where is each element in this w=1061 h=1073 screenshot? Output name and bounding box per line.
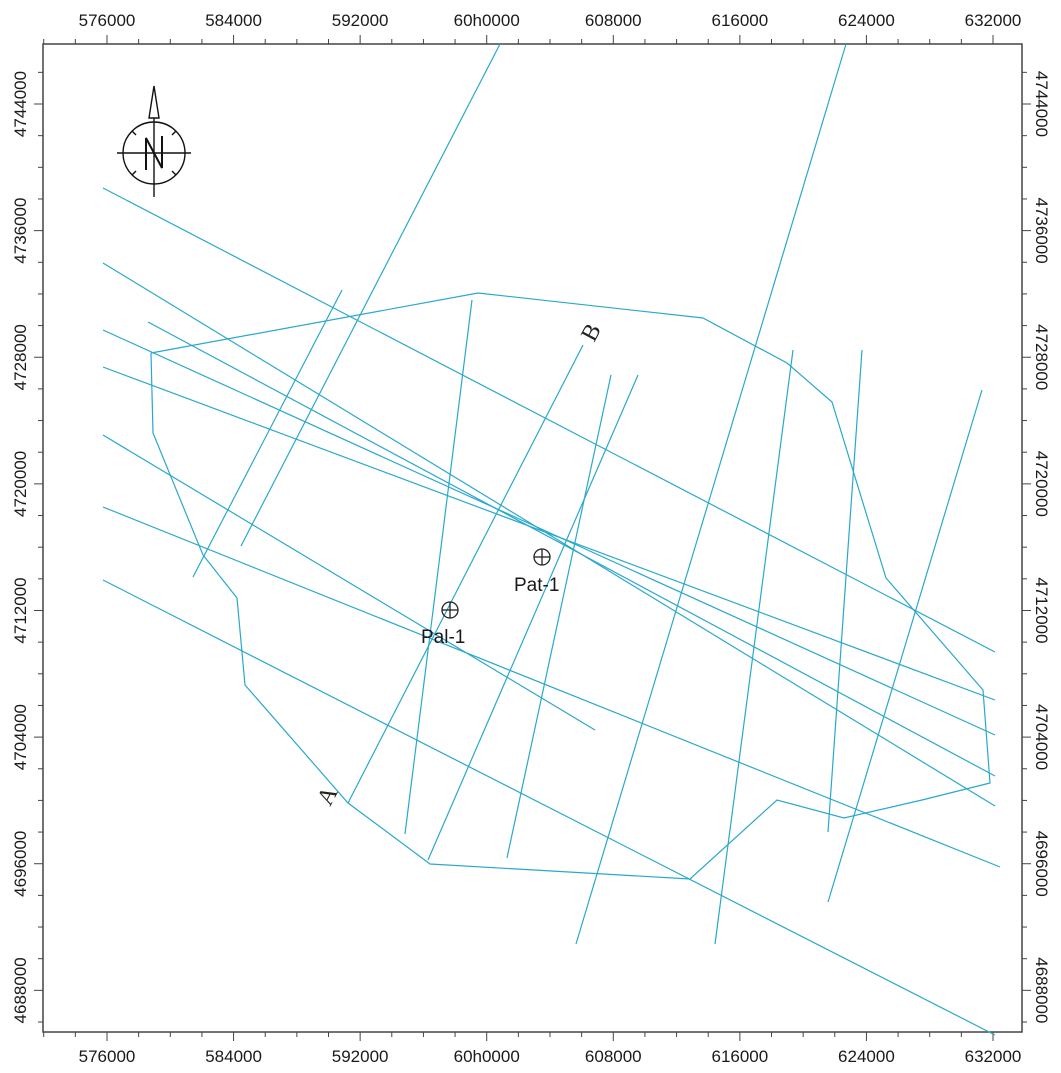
well-label: Pal-1 (421, 627, 465, 648)
map-frame (42, 43, 1023, 1033)
x-tick-label-bottom: 608000 (585, 1047, 642, 1066)
y-tick-label-right: 4736000 (1032, 198, 1051, 264)
seismic-line (827, 389, 983, 903)
y-tick-label-right: 4728000 (1032, 324, 1051, 390)
seismic-line (347, 344, 584, 804)
seismic-line (102, 506, 1001, 868)
x-tick-label-top: 616000 (711, 11, 768, 30)
x-tick-label-top: 576000 (79, 11, 136, 30)
axis-tick-labels: 576000 576000 584000 584000 592000 592000 60h0… (11, 11, 1051, 1066)
y-tick-label-left: 4720000 (11, 451, 30, 517)
seismic-line (102, 579, 996, 1036)
seismic-line (506, 374, 612, 859)
seismic-line (404, 299, 473, 835)
seismic-line (575, 43, 847, 945)
y-tick-label-right: 4704000 (1032, 704, 1051, 770)
x-tick-label-bottom: 584000 (205, 1047, 262, 1066)
x-tick-label-bottom: 632000 (965, 1047, 1022, 1066)
well-pal-1: Pal-1 (421, 601, 465, 648)
y-tick-label-left: 4704000 (11, 704, 30, 770)
axis-ticks (34, 35, 1031, 1041)
seismic-line (147, 321, 996, 777)
section-label-b: B (576, 319, 606, 345)
seismic-line (827, 349, 863, 833)
x-tick-label-top: 632000 (965, 11, 1022, 30)
y-tick-label-left: 4696000 (11, 831, 30, 897)
x-tick-label-top: 584000 (205, 11, 262, 30)
seismic-line (102, 434, 596, 731)
well-label: Pat-1 (514, 575, 559, 596)
x-tick-label-top: 592000 (332, 11, 389, 30)
section-label-a: A (312, 782, 343, 810)
x-tick-label-top: 60h0000 (454, 11, 520, 30)
x-tick-label-bottom: 624000 (838, 1047, 895, 1066)
x-tick-label-bottom: 60h0000 (454, 1047, 520, 1066)
well-pat-1: Pat-1 (514, 548, 559, 596)
seismic-line (240, 43, 501, 547)
x-tick-label-top: 608000 (585, 11, 642, 30)
y-tick-label-right: 4712000 (1032, 577, 1051, 643)
y-tick-label-right: 4744000 (1032, 71, 1051, 137)
y-tick-label-right: 4688000 (1032, 957, 1051, 1023)
seismic-lines (102, 43, 1001, 1036)
y-tick-label-left: 4744000 (11, 71, 30, 137)
seismic-line (427, 374, 639, 861)
seismic-line (102, 329, 996, 736)
y-tick-label-right: 4720000 (1032, 451, 1051, 517)
north-arrow-icon (117, 85, 191, 197)
y-tick-label-left: 4728000 (11, 324, 30, 390)
survey-outline (150, 292, 991, 880)
y-tick-label-right: 4696000 (1032, 831, 1051, 897)
seismic-line (102, 366, 996, 701)
x-tick-label-top: 624000 (838, 11, 895, 30)
y-tick-label-left: 4736000 (11, 198, 30, 264)
y-tick-label-left: 4688000 (11, 957, 30, 1023)
x-tick-label-bottom: 592000 (332, 1047, 389, 1066)
y-tick-label-left: 4712000 (11, 577, 30, 643)
x-tick-label-bottom: 576000 (79, 1047, 136, 1066)
seismic-line (714, 349, 794, 945)
seismic-line (102, 262, 996, 807)
seismic-line (192, 289, 343, 578)
x-tick-label-bottom: 616000 (711, 1047, 768, 1066)
